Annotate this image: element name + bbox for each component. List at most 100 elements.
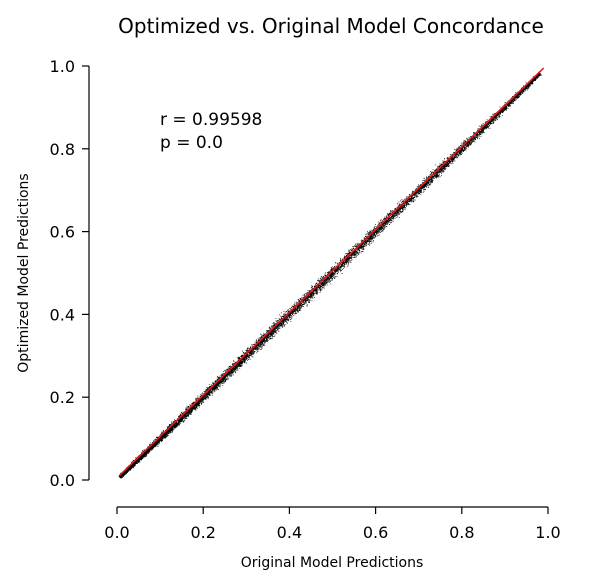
scatter-point — [499, 112, 501, 114]
scatter-point — [305, 305, 307, 307]
scatter-point — [344, 266, 346, 268]
scatter-point — [220, 380, 222, 382]
scatter-point — [386, 216, 388, 218]
scatter-point — [351, 250, 353, 251]
scatter-point — [347, 264, 349, 266]
scatter-point — [417, 186, 419, 187]
scatter-point — [493, 122, 495, 124]
scatter-point — [381, 230, 383, 231]
scatter-point — [370, 235, 372, 237]
scatter-point — [377, 231, 379, 233]
scatter-point — [232, 373, 234, 375]
scatter-point — [484, 128, 486, 129]
scatter-point — [256, 349, 258, 351]
scatter-point — [435, 172, 437, 174]
scatter-point — [311, 286, 313, 287]
scatter-point — [251, 355, 253, 357]
scatter-point — [213, 391, 215, 393]
scatter-point — [356, 242, 358, 244]
scatter-point — [361, 241, 362, 243]
scatter-point — [318, 285, 319, 287]
scatter-point — [334, 266, 335, 268]
scatter-point — [443, 160, 445, 162]
scatter-point — [164, 436, 165, 438]
scatter-point — [357, 243, 359, 245]
scatter-point — [363, 243, 364, 245]
scatter-point — [497, 114, 499, 116]
scatter-point — [238, 365, 240, 367]
scatter-point — [435, 173, 437, 175]
scatter-point — [324, 283, 326, 284]
scatter-point — [300, 304, 302, 306]
scatter-point — [396, 214, 397, 216]
scatter-point — [376, 235, 378, 237]
scatter-point — [377, 224, 379, 226]
scatter-point — [228, 368, 230, 370]
scatter-point — [170, 424, 172, 426]
scatter-point — [131, 461, 133, 462]
scatter-point — [326, 272, 328, 274]
scatter-point — [184, 417, 186, 419]
scatter-point — [525, 87, 527, 89]
scatter-point — [269, 326, 270, 328]
scatter-point — [438, 171, 440, 173]
scatter-point — [467, 137, 469, 139]
scatter-point — [369, 244, 371, 246]
scatter-point — [359, 247, 361, 249]
scatter-point — [271, 325, 273, 326]
scatter-point — [481, 132, 483, 134]
scatter-point — [185, 407, 187, 409]
scatter-point — [299, 300, 300, 301]
scatter-point — [361, 240, 362, 242]
scatter-point — [377, 235, 379, 236]
scatter-point — [169, 424, 171, 425]
scatter-point — [219, 385, 221, 387]
scatter-point — [498, 115, 499, 117]
scatter-point — [506, 106, 507, 108]
scatter-point — [224, 378, 226, 379]
scatter-point — [359, 247, 361, 248]
scatter-point — [417, 187, 419, 188]
scatter-point — [220, 384, 222, 386]
scatter-point — [319, 281, 321, 283]
scatter-point — [406, 205, 407, 207]
scatter-point — [384, 222, 386, 224]
scatter-point — [380, 218, 382, 220]
scatter-point — [365, 241, 367, 242]
scatter-point — [433, 176, 435, 178]
scatter-point — [498, 117, 500, 119]
scatter-point — [468, 143, 470, 144]
scatter-point — [229, 365, 231, 367]
scatter-point — [181, 420, 183, 422]
scatter-point — [380, 228, 382, 230]
scatter-point — [491, 122, 493, 124]
scatter-point — [318, 287, 320, 289]
scatter-point — [333, 267, 335, 269]
scatter-point — [295, 311, 297, 313]
scatter-point — [220, 379, 222, 380]
scatter-point — [374, 228, 375, 229]
scatter-point — [235, 366, 237, 368]
scatter-point — [272, 322, 274, 324]
scatter-point — [248, 358, 250, 360]
scatter-point — [257, 346, 259, 348]
scatter-point — [387, 215, 389, 217]
scatter-point — [337, 263, 338, 265]
scatter-point — [278, 326, 280, 328]
scatter-point — [269, 328, 271, 330]
scatter-point — [503, 108, 505, 110]
scatter-point — [246, 350, 247, 352]
scatter-point — [249, 351, 250, 353]
scatter-point — [453, 160, 455, 162]
scatter-point — [214, 389, 216, 391]
scatter-point — [383, 227, 385, 228]
scatter-point — [306, 299, 308, 301]
scatter-point — [478, 135, 480, 137]
scatter-point — [264, 338, 266, 339]
scatter-point — [252, 353, 254, 355]
scatter-point — [328, 275, 330, 277]
scatter-point — [353, 255, 355, 257]
scatter-point — [355, 245, 357, 247]
scatter-point — [250, 355, 252, 357]
scatter-point — [252, 351, 254, 352]
